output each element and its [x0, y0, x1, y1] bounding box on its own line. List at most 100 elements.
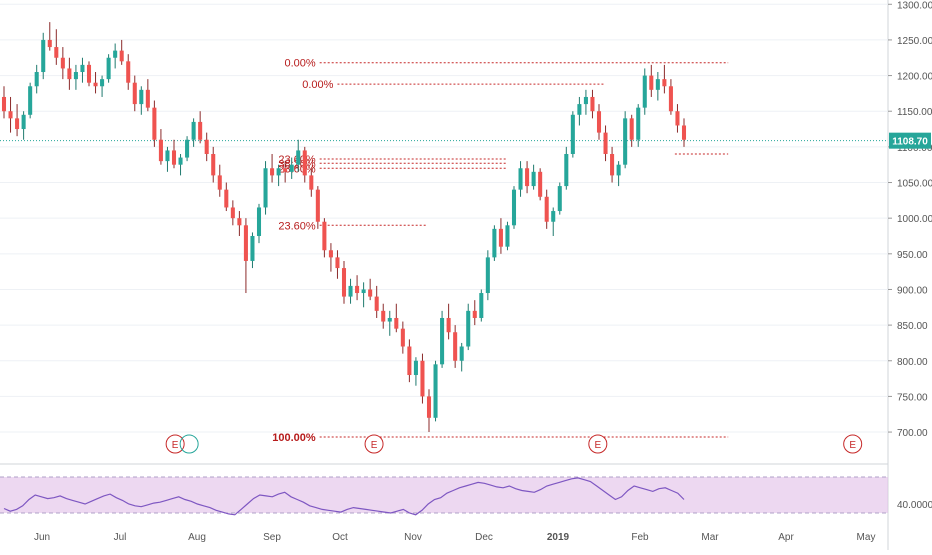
candle-body	[623, 118, 628, 165]
candle-body	[479, 293, 484, 318]
y-tick-label: 750.00	[897, 392, 928, 403]
candle-body	[139, 89, 144, 105]
candle-body	[374, 296, 379, 311]
y-tick-label: 1200.00	[897, 72, 932, 83]
candle-body	[80, 64, 85, 73]
earnings-marker-label: E	[371, 440, 378, 451]
x-tick-label: Jun	[34, 532, 50, 543]
candle-body	[577, 104, 582, 115]
candle-body	[224, 189, 229, 208]
candle-body	[636, 107, 641, 140]
candle-body	[60, 57, 65, 69]
candle-body	[217, 175, 222, 190]
candle-body	[596, 111, 602, 133]
candle-body	[400, 328, 405, 347]
candle-body	[165, 150, 170, 162]
y-tick-label: 850.00	[897, 321, 928, 332]
candle-body	[538, 171, 543, 197]
candle-body	[642, 75, 647, 108]
fibonacci-levels: 0.00%0.00%23.60%38.20%23.60%23.60%100.00…	[272, 58, 729, 444]
candle-body	[256, 207, 262, 236]
y-tick-label: 1300.00	[897, 0, 932, 11]
candle-body	[655, 79, 660, 90]
candle-body	[322, 221, 327, 251]
candle-body	[185, 139, 190, 158]
candle-body	[531, 171, 536, 187]
x-tick-label: 2019	[547, 532, 570, 543]
candle-body	[237, 218, 242, 226]
candle-body	[132, 82, 137, 105]
grid	[0, 0, 889, 550]
price-axis[interactable]: 1300.001250.001200.001150.001100.001050.…	[888, 0, 932, 511]
candle-body	[668, 86, 673, 112]
fib-level-label: 23.60%	[278, 220, 316, 232]
candle-body	[610, 154, 615, 176]
candle-body	[440, 317, 445, 365]
candle-body	[446, 317, 451, 333]
candle-body	[54, 47, 59, 58]
y-tick-label: 700.00	[897, 428, 928, 439]
candle-body	[492, 228, 497, 258]
candle-body	[113, 50, 118, 58]
y-tick-label: 1250.00	[897, 36, 932, 47]
rsi-series-line	[3, 477, 685, 516]
earnings-marker-circle	[364, 434, 384, 454]
candle-body	[171, 150, 177, 165]
candle-body	[204, 139, 209, 154]
earnings-marker-ring	[179, 434, 199, 454]
candle-body	[394, 317, 399, 329]
earnings-marker-label: E	[594, 440, 601, 451]
candle-body	[629, 118, 634, 140]
candle-body	[230, 207, 235, 219]
candle-body	[570, 114, 575, 154]
candle-body	[407, 346, 412, 376]
candle-body	[289, 164, 294, 172]
candle-body	[86, 64, 92, 83]
candle-body	[413, 360, 418, 376]
candle-body	[662, 79, 667, 87]
candle-body	[211, 154, 216, 176]
candle-body	[126, 61, 131, 83]
candle-body	[15, 118, 20, 130]
earnings-marker-label: E	[849, 440, 856, 451]
earnings-marker-circle	[588, 434, 608, 454]
candle-body	[551, 211, 556, 222]
candle-body	[603, 132, 608, 154]
candles	[1, 22, 687, 433]
fib-level-label: 0.00%	[302, 79, 333, 91]
candle-body	[348, 285, 353, 297]
candle-body	[158, 139, 163, 162]
candle-body	[28, 86, 33, 115]
earnings-marker-circle	[165, 434, 185, 454]
y-tick-label: 1050.00	[897, 179, 932, 190]
candle-body	[590, 96, 595, 112]
y-tick-label: 1150.00	[897, 107, 932, 118]
y-tick-label: 950.00	[897, 250, 928, 261]
candle-body	[328, 250, 333, 258]
candle-body	[498, 228, 503, 247]
rsi-pane	[0, 476, 888, 516]
candle-body	[243, 225, 248, 261]
time-axis[interactable]: Jun Jul Aug Sep Oct Nov Dec 2019 Feb Mar Apr May	[34, 532, 876, 543]
candle-body	[250, 235, 255, 261]
x-tick-label: Aug	[188, 532, 206, 543]
candle-body	[263, 168, 268, 208]
candle-body	[355, 285, 360, 294]
candle-body	[616, 164, 621, 176]
candle-body	[387, 317, 392, 322]
candle-body	[100, 79, 105, 87]
fib-level-label: 100.00%	[272, 432, 316, 444]
candle-body	[433, 364, 438, 418]
candle-body	[564, 154, 569, 187]
candle-body	[296, 150, 301, 165]
candle-body	[67, 68, 72, 80]
candle-body	[525, 168, 530, 187]
candle-body	[649, 75, 654, 90]
candle-body	[34, 72, 39, 87]
candle-body	[276, 168, 281, 176]
x-tick-label: Nov	[404, 532, 422, 543]
x-tick-label: May	[857, 532, 876, 543]
y-tick-label: 1000.00	[897, 214, 932, 225]
